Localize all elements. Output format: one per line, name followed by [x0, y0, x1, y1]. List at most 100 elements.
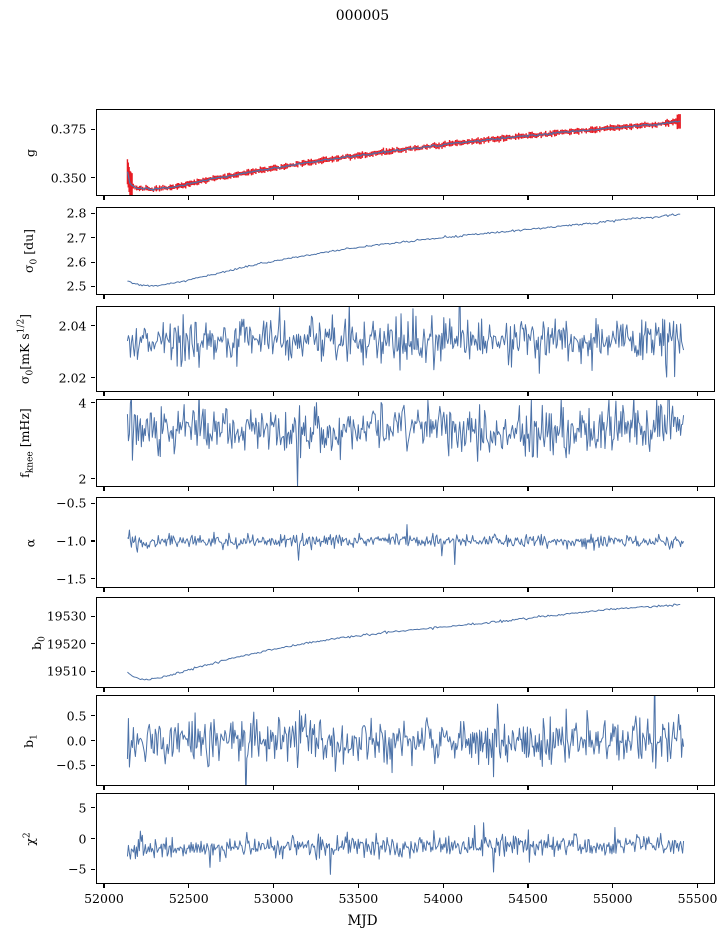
y-tick-label: −0.5 [56, 495, 87, 511]
x-tick-label: 54000 [423, 891, 464, 906]
y-tick-label: 19530 [46, 608, 87, 624]
x-tick-mark [697, 295, 699, 299]
panel-b-0 [95, 597, 715, 688]
y-tick-label: 2 [78, 471, 87, 487]
x-tick-label: 52000 [84, 891, 124, 906]
y-tick-mark [91, 212, 95, 214]
x-tick-mark [357, 487, 359, 491]
data-line [126, 524, 684, 566]
x-tick-mark [612, 196, 614, 200]
panel-b-1 [95, 695, 715, 786]
x-tick-mark [527, 295, 529, 299]
y-tick-mark [91, 670, 95, 673]
x-tick-label: 53000 [253, 891, 294, 906]
panel-sigma-0-mk-s-1-2- [95, 306, 715, 392]
x-tick-mark [103, 884, 105, 888]
x-tick-mark [697, 786, 699, 790]
x-tick-label: 53500 [338, 891, 379, 906]
panel-chi-2 [95, 793, 715, 884]
y-axis-label: b1 [20, 733, 40, 748]
y-tick-label: 5 [78, 800, 87, 816]
x-tick-mark [273, 688, 275, 692]
x-tick-mark [273, 196, 275, 200]
x-tick-mark [527, 688, 529, 692]
x-tick-mark [442, 487, 444, 491]
x-tick-label: 52500 [168, 891, 209, 906]
x-tick-mark [357, 196, 359, 200]
panel-f-knee-mhz- [95, 399, 715, 487]
x-tick-mark [273, 487, 275, 491]
data-line [126, 213, 680, 287]
x-tick-mark [612, 688, 614, 692]
y-tick-label: −0.5 [56, 757, 87, 773]
y-tick-mark [91, 838, 95, 840]
x-tick-mark [357, 392, 359, 396]
x-tick-label: 54500 [508, 891, 548, 906]
y-tick-label: 0.0 [66, 733, 87, 748]
x-tick-mark [188, 487, 190, 491]
x-tick-mark [188, 295, 190, 299]
x-tick-mark [527, 392, 529, 396]
y-tick-label: 4 [78, 395, 87, 411]
data-line [126, 822, 684, 875]
y-tick-label: 2.02 [58, 370, 87, 386]
y-tick-label: −1.0 [56, 533, 87, 549]
x-tick-mark [273, 786, 275, 790]
x-tick-mark [103, 487, 105, 491]
x-tick-label: 55500 [677, 891, 718, 906]
x-tick-mark [527, 487, 529, 491]
x-tick-mark [188, 884, 190, 888]
x-tick-mark [188, 588, 190, 592]
x-tick-mark [188, 392, 190, 396]
x-tick-mark [527, 196, 529, 200]
x-tick-mark [188, 786, 190, 790]
x-tick-mark [612, 295, 614, 299]
y-tick-mark [91, 868, 95, 870]
y-tick-label: 2.7 [66, 230, 87, 246]
x-tick-mark [442, 196, 444, 200]
x-tick-mark [612, 392, 614, 396]
y-tick-mark [91, 740, 95, 742]
panel-sigma-0-du- [95, 207, 715, 295]
y-tick-mark [91, 402, 95, 404]
x-tick-mark [612, 588, 614, 592]
y-tick-mark [91, 540, 95, 542]
y-tick-mark [91, 261, 95, 263]
y-tick-mark [91, 325, 95, 327]
y-axis-label: b0 [28, 635, 48, 650]
x-tick-mark [612, 786, 614, 790]
x-tick-mark [273, 392, 275, 396]
data-line [126, 603, 680, 681]
x-tick-mark [357, 295, 359, 299]
y-tick-label: −1.5 [56, 571, 87, 587]
y-tick-label: 2.04 [58, 318, 87, 334]
x-tick-mark [442, 688, 444, 692]
x-axis-label: MJD [347, 913, 378, 929]
y-axis-label: g [22, 148, 38, 157]
y-axis-label: χ2 [22, 831, 38, 846]
x-tick-mark [103, 786, 105, 790]
x-tick-label: 55000 [592, 891, 633, 906]
y-tick-label: 0.350 [50, 170, 87, 186]
x-tick-mark [697, 392, 699, 396]
y-tick-mark [91, 478, 95, 480]
y-tick-label: 19520 [46, 636, 87, 652]
y-tick-label: 0 [78, 831, 87, 846]
y-tick-label: 2.6 [66, 254, 87, 270]
y-tick-mark [91, 177, 95, 179]
x-tick-mark [612, 884, 614, 888]
data-line [126, 400, 684, 486]
y-tick-mark [91, 285, 95, 288]
y-tick-label: 19510 [46, 663, 87, 679]
data-line [126, 120, 680, 191]
y-tick-label: −5 [68, 861, 87, 877]
x-tick-mark [697, 196, 699, 200]
x-tick-mark [357, 688, 359, 692]
x-tick-mark [103, 392, 105, 396]
x-tick-mark [442, 392, 444, 396]
x-tick-mark [273, 588, 275, 592]
y-tick-mark [91, 578, 95, 580]
y-axis-label: σ0 [du] [20, 228, 40, 274]
x-tick-mark [527, 884, 529, 888]
